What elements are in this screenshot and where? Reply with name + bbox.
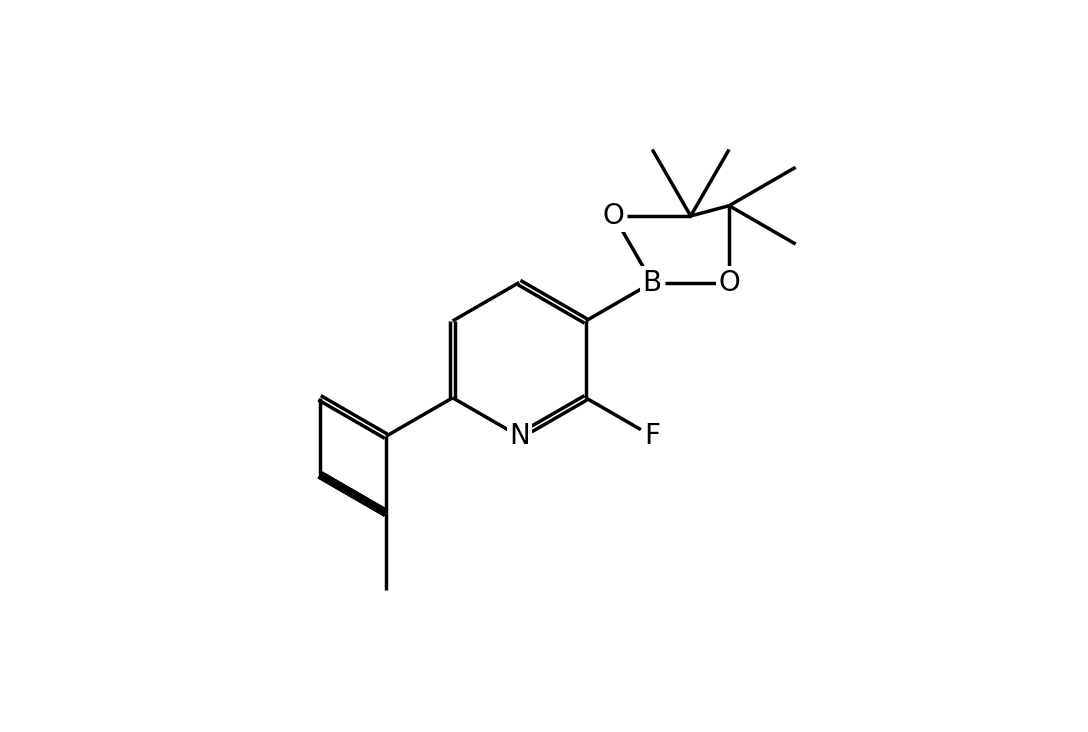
Text: O: O — [603, 202, 625, 230]
Text: B: B — [643, 269, 662, 296]
Text: N: N — [509, 422, 530, 450]
Text: F: F — [644, 422, 660, 450]
Text: O: O — [718, 269, 740, 296]
